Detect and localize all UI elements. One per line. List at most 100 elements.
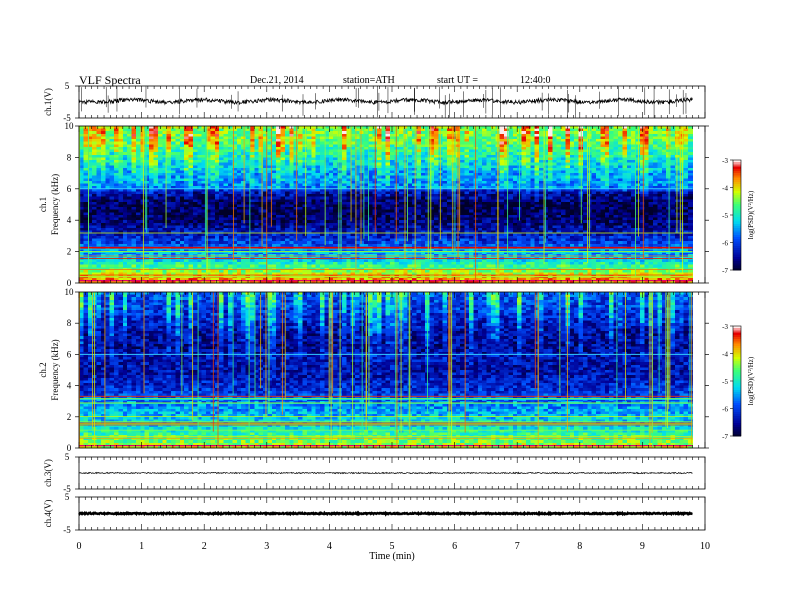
psd-cell [188,188,194,192]
psd-cell [626,170,632,174]
psd-cell [670,128,676,132]
psd-cell [306,165,312,169]
psd-cell [79,204,84,208]
psd-cell [127,136,132,140]
psd-cell [219,136,224,140]
psd-cell [368,162,373,166]
psd-cell [460,146,466,150]
psd-cell [600,165,606,169]
psd-cell [368,165,373,169]
psd-cell [561,128,566,132]
psd-cell [175,131,181,135]
psd-cell [552,154,558,158]
psd-cell [381,186,387,190]
psd-cell [556,199,562,203]
psd-cell [368,188,373,192]
psd-cell [420,186,426,190]
psd-cell [280,212,286,216]
psd-cell [521,175,527,179]
psd-cell [127,167,132,171]
psd-cell [376,196,382,200]
psd-cell [298,178,303,182]
psd-cell [604,186,610,190]
psd-cell [131,170,137,174]
psd-cell [385,126,391,130]
psd-cell [530,133,536,137]
psd-cell [657,136,663,140]
psd-cell [469,173,474,177]
psd-cell [293,154,299,158]
psd-cell [284,175,290,179]
psd-cell [433,173,439,177]
psd-cell [135,209,141,213]
psd-cell [552,183,558,187]
psd-cell [210,152,216,156]
psd-cell [236,212,242,216]
psd-cell [171,139,176,143]
psd-cell [114,154,119,158]
psd-cell [451,149,457,153]
psd-cell [521,146,527,150]
psd-cell [249,194,255,198]
psd-cell [153,173,159,177]
psd-cell [363,136,369,140]
psd-cell [574,157,579,161]
psd-cell [197,183,203,187]
psd-cell [157,154,163,158]
psd-cell [683,173,689,177]
psd-cell [306,201,312,205]
psd-cell [622,139,628,143]
psd-cell [648,188,654,192]
psd-cell [306,136,312,140]
psd-cell [670,209,676,213]
psd-cell [539,178,544,182]
psd-cell [175,141,181,145]
psd-cell [429,175,435,179]
psd-cell [188,152,194,156]
psd-cell [547,165,553,169]
psd-cell [232,186,238,190]
psd-cell [490,188,496,192]
psd-cell [302,183,308,187]
psd-cell [368,178,373,182]
psd-cell [617,136,623,140]
psd-cell [508,196,514,200]
psd-cell [214,136,220,140]
psd-cell [293,212,299,216]
psd-cell [333,133,338,137]
psd-cell [92,183,97,187]
psd-cell [390,141,395,145]
psd-cell [482,165,487,169]
psd-cell [556,157,562,161]
psd-cell [679,131,685,135]
psd-cell [245,136,251,140]
psd-cell [552,178,558,182]
psd-cell [236,170,242,174]
psd-cell [530,201,536,205]
psd-cell [600,167,606,171]
psd-cell [227,157,233,161]
psd-cell [464,196,470,200]
psd-cell [631,154,636,158]
psd-cell [280,186,286,190]
psd-cell [398,194,404,198]
psd-cell [214,141,220,145]
psd-cell [289,173,295,177]
psd-cell [451,207,457,211]
psd-cell [249,136,255,140]
psd-cell [324,188,330,192]
psd-cell [302,178,308,182]
psd-cell [157,141,163,145]
psd-cell [140,152,146,156]
psd-cell [135,136,141,140]
psd-cell [525,204,531,208]
psd-cell [337,173,343,177]
psd-cell [87,178,93,182]
psd-cell [127,188,132,192]
psd-cell [320,133,325,137]
psd-cell [622,207,628,211]
psd-cell [622,152,628,156]
psd-cell [171,212,176,216]
psd-cell [661,141,667,145]
psd-cell [214,194,220,198]
